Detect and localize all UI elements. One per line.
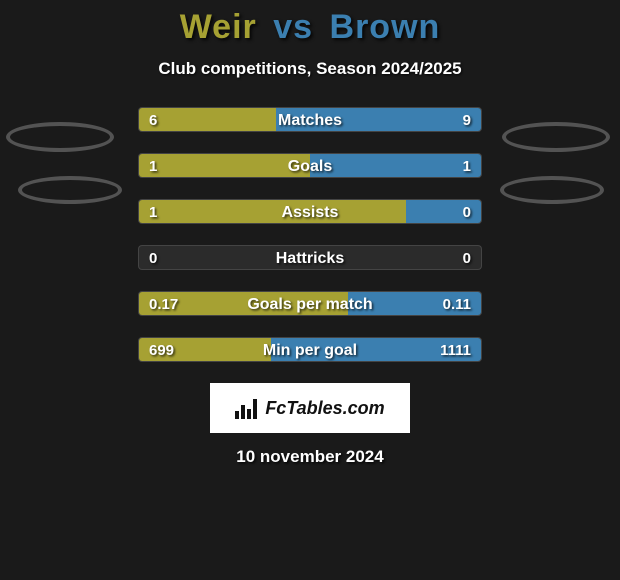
stat-label: Min per goal: [139, 338, 481, 362]
player2-photo-placeholder-top: [502, 122, 610, 152]
stat-label: Assists: [139, 200, 481, 224]
vs-text: vs: [273, 8, 313, 46]
stat-row: 11Goals: [138, 153, 482, 178]
title-row: Weir vs Brown: [0, 8, 620, 47]
stat-row: 00Hattricks: [138, 245, 482, 270]
stat-row: 0.170.11Goals per match: [138, 291, 482, 316]
stat-label: Goals: [139, 154, 481, 178]
stat-label: Matches: [139, 108, 481, 132]
stat-label: Hattricks: [139, 246, 481, 270]
stat-row: 69Matches: [138, 107, 482, 132]
stat-label: Goals per match: [139, 292, 481, 316]
player1-photo-placeholder-top: [6, 122, 114, 152]
subtitle: Club competitions, Season 2024/2025: [0, 59, 620, 79]
stat-row: 6991111Min per goal: [138, 337, 482, 362]
source-badge: FcTables.com: [210, 383, 410, 433]
stat-row: 10Assists: [138, 199, 482, 224]
player1-photo-placeholder-bottom: [18, 176, 122, 204]
stat-rows: 69Matches 11Goals 10Assists 00Hattricks 0.17…: [138, 107, 482, 362]
date-text: 10 november 2024: [0, 447, 620, 467]
player2-name: Brown: [330, 8, 441, 46]
source-text: FcTables.com: [265, 398, 384, 419]
bar-chart-icon: [235, 397, 261, 419]
comparison-card: Weir vs Brown Club competitions, Season …: [0, 0, 620, 467]
player1-name: Weir: [180, 8, 257, 46]
player2-photo-placeholder-bottom: [500, 176, 604, 204]
